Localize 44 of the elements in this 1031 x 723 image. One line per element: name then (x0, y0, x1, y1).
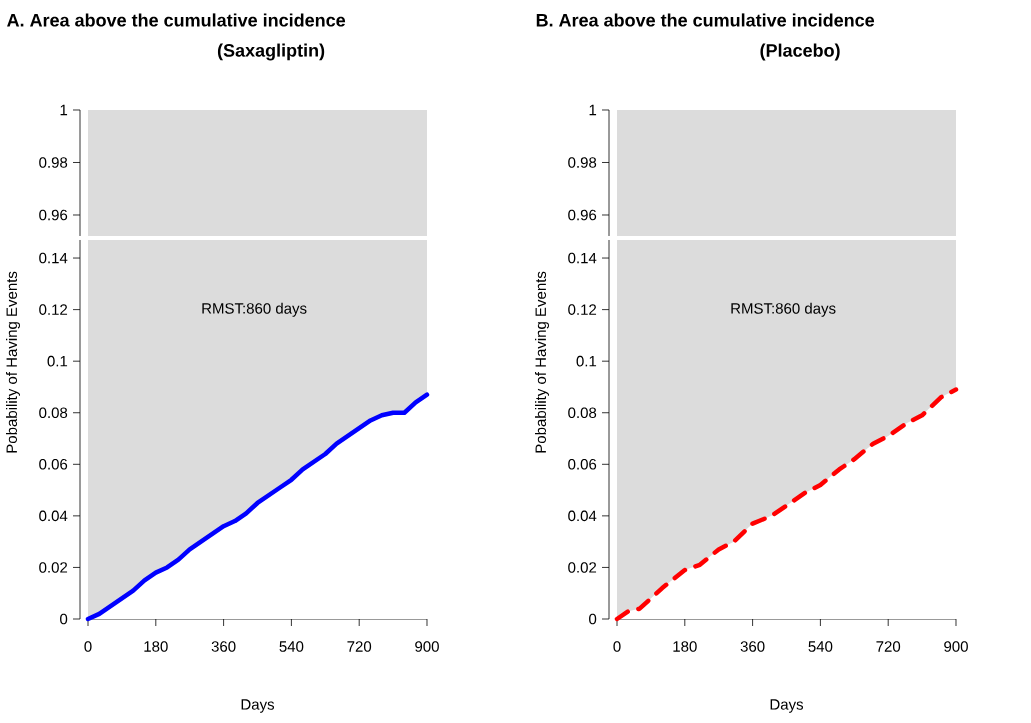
x-tick-label: 0 (84, 641, 92, 652)
y-tick-label: 1 (589, 104, 597, 116)
y-tick-label: 0.96 (39, 209, 68, 221)
y-tick-label: 0.98 (39, 157, 68, 168)
x-tick-label: 360 (211, 641, 236, 652)
x-tick-label: 180 (144, 641, 168, 652)
y-tick-label: 0.08 (39, 407, 68, 419)
y-tick-label: 0 (60, 613, 68, 625)
y-tick-label: 0.98 (568, 157, 597, 168)
y-tick-label: 0.08 (568, 407, 597, 419)
y-axis-title: Pobability of Having Events (6, 271, 20, 453)
y-tick-label: 0.04 (568, 510, 597, 522)
y-tick-label: 0.12 (39, 304, 68, 315)
chart-title: B. Area above the cumulative incidence (536, 13, 875, 27)
y-axis-title: Pobability of Having Events (535, 271, 549, 453)
y-tick-label: 0.1 (47, 355, 68, 367)
y-tick-label: 0.14 (39, 252, 68, 264)
x-tick-label: 540 (808, 641, 833, 652)
x-tick-label: 360 (740, 641, 765, 652)
x-tick-label: 900 (415, 641, 439, 652)
y-tick-label: 0.96 (568, 209, 597, 221)
x-tick-label: 540 (279, 641, 304, 652)
annotation: RMST:860 days (731, 302, 836, 317)
x-tick-label: 720 (876, 641, 901, 652)
y-tick-label: 0.12 (568, 304, 597, 315)
y-tick-label: 0.06 (568, 459, 597, 470)
x-axis-title: Days (241, 699, 275, 713)
x-tick-label: 720 (347, 641, 372, 652)
y-tick-label: 0.14 (568, 252, 597, 264)
x-tick-label: 0 (613, 641, 621, 652)
y-tick-label: 0.02 (39, 562, 68, 573)
y-tick-label: 0.02 (568, 562, 597, 573)
y-tick-label: 0.04 (39, 510, 68, 522)
y-tick-label: 0.1 (576, 355, 597, 367)
chart-subtitle: (Saxagliptin) (217, 43, 325, 61)
y-tick-label: 0 (589, 613, 597, 625)
chart-subtitle: (Placebo) (760, 43, 840, 61)
x-axis-title: Days (770, 699, 804, 713)
x-tick-label: 900 (944, 641, 968, 652)
y-tick-label: 1 (60, 104, 68, 116)
chart-title: A. Area above the cumulative incidence (7, 13, 346, 27)
x-tick-label: 180 (673, 641, 697, 652)
annotation: RMST:860 days (202, 302, 307, 317)
y-tick-label: 0.06 (39, 459, 68, 470)
